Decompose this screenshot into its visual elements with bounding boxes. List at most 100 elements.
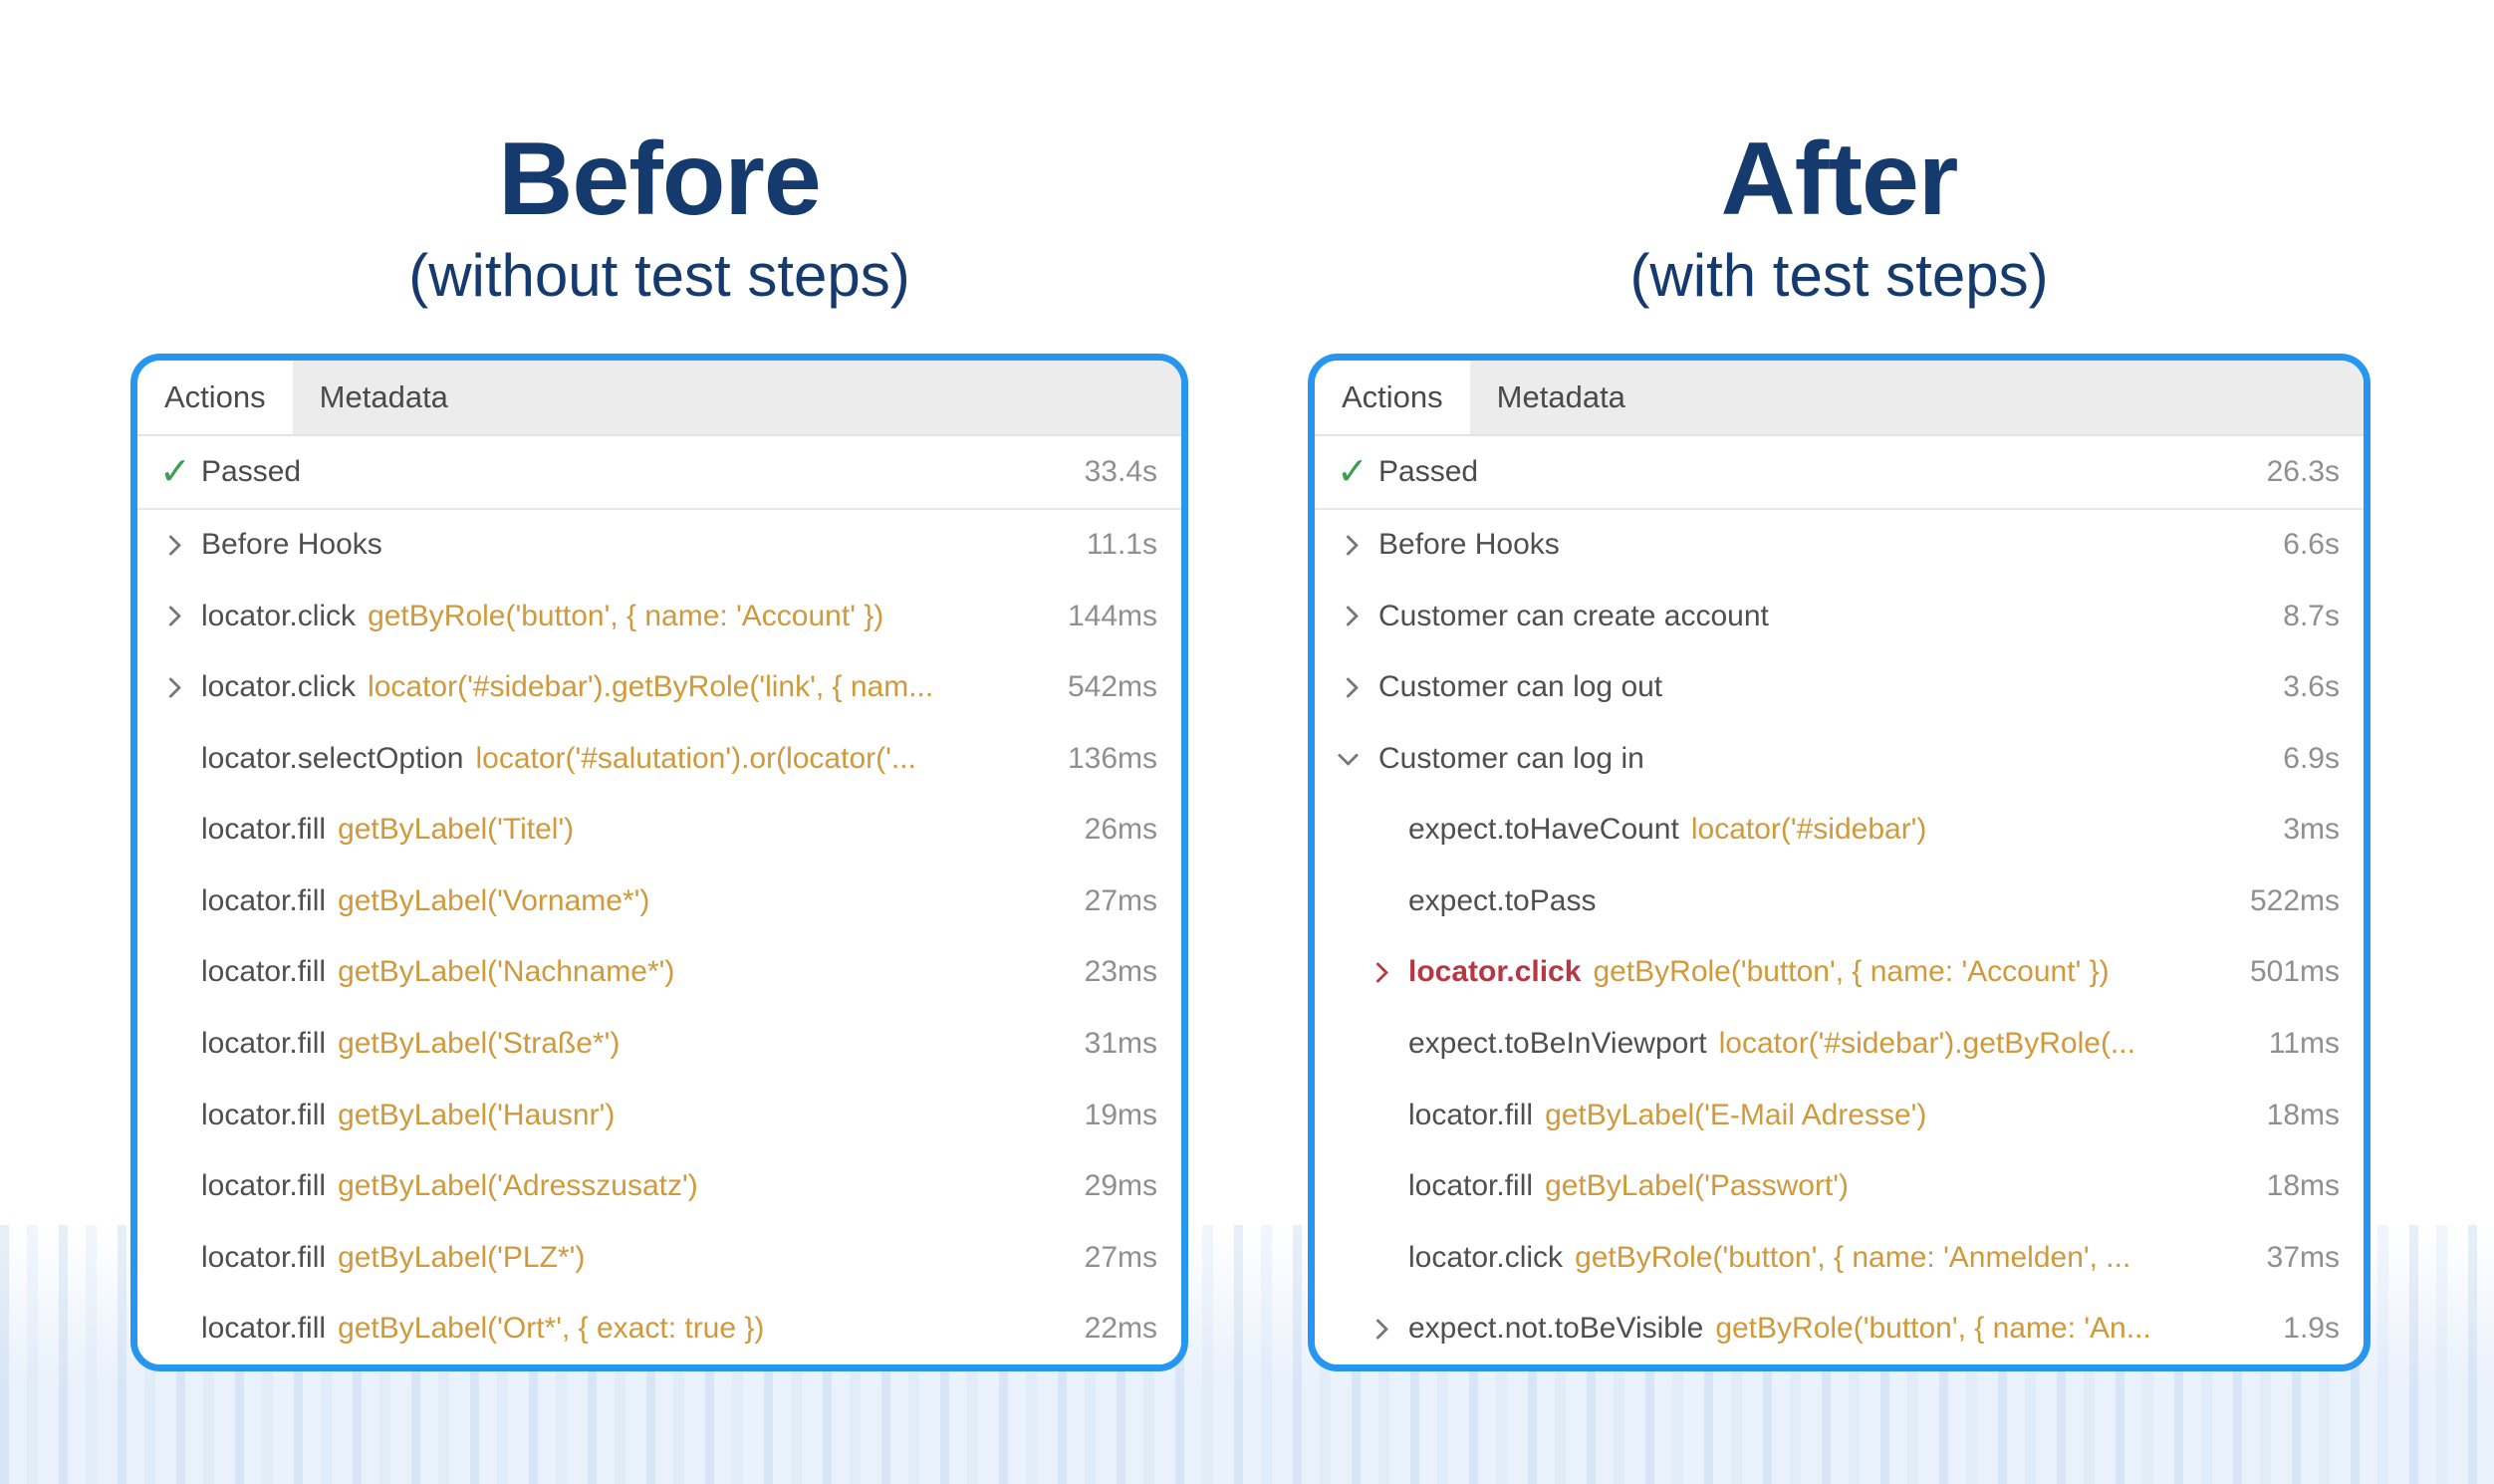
- action-name: locator.fill: [201, 1312, 327, 1346]
- before-heading: Before (without test steps): [130, 0, 1188, 354]
- after-heading: After (with test steps): [1308, 0, 2370, 354]
- action-selector: getByRole('button', { name: 'Account' }): [368, 599, 884, 632]
- action-row[interactable]: expect.not.toBeVisible getByRole('button…: [1315, 1293, 2364, 1364]
- action-row[interactable]: expect.toHaveCount locator('#sidebar') 3…: [1315, 794, 2364, 866]
- action-row[interactable]: locator.click getByRole('button', { name…: [137, 581, 1181, 652]
- status-label: Passed: [1378, 454, 1479, 488]
- after-subtitle: (with test steps): [1629, 242, 2049, 309]
- action-name: locator.click: [1408, 955, 1582, 989]
- action-time: 18ms: [2266, 1169, 2340, 1203]
- action-name: locator.click: [201, 599, 357, 632]
- action-row[interactable]: locator.fill getByLabel('Vorname*') 27ms: [137, 866, 1181, 937]
- action-row[interactable]: locator.click getByRole('button', { name…: [1315, 1221, 2364, 1294]
- action-row[interactable]: locator.fill getByLabel('Hausnr') 19ms: [137, 1079, 1181, 1151]
- action-selector: getByLabel('Passwort'): [1545, 1169, 1849, 1203]
- action-selector: getByLabel('Nachname*'): [338, 955, 675, 989]
- after-column: After (with test steps) Actions Metadata…: [1308, 0, 2370, 1371]
- action-row[interactable]: Before Hooks 6.6s: [1315, 509, 2364, 582]
- action-name: locator.click: [1408, 1240, 1564, 1274]
- action-name: locator.click: [201, 670, 357, 704]
- action-name: locator.fill: [201, 883, 327, 917]
- chevron-down-icon: [1337, 745, 1360, 767]
- action-name: locator.fill: [201, 1098, 327, 1131]
- action-name: locator.fill: [201, 955, 327, 989]
- chevron-right-icon: [1367, 961, 1389, 984]
- action-name: locator.fill: [201, 1169, 327, 1203]
- action-selector: getByLabel('Straße*'): [338, 1027, 621, 1061]
- tabbar: Actions Metadata: [1315, 361, 2364, 436]
- test-step-row[interactable]: Customer can create account 8.7s: [1315, 581, 2364, 652]
- action-name: locator.fill: [201, 813, 327, 847]
- action-time: 522ms: [2249, 883, 2340, 917]
- step-time: 6.9s: [2283, 741, 2340, 775]
- test-step-row-expanded[interactable]: Customer can log in 6.9s: [1315, 723, 2364, 795]
- action-time: 501ms: [2249, 955, 2340, 989]
- action-row[interactable]: Before Hooks 11.1s: [137, 509, 1181, 582]
- action-selector: getByRole('button', { name: 'Anmelden', …: [1575, 1240, 2131, 1274]
- chevron-right-icon: [159, 534, 182, 556]
- tab-metadata[interactable]: Metadata: [319, 379, 448, 414]
- action-time: 29ms: [1084, 1169, 1157, 1203]
- action-row[interactable]: locator.fill getByLabel('Straße*') 31ms: [137, 1008, 1181, 1080]
- action-row[interactable]: expect.toBeInViewport locator('#sidebar'…: [1315, 1008, 2364, 1080]
- action-row[interactable]: expect.toPass 522ms: [1315, 866, 2364, 937]
- chevron-right-icon: [1337, 534, 1360, 556]
- chevron-right-icon: [1337, 676, 1360, 698]
- after-title: After: [1720, 121, 1959, 237]
- step-name: Customer can log out: [1378, 670, 1663, 704]
- action-row-failed[interactable]: locator.click getByRole('button', { name…: [1315, 936, 2364, 1009]
- tab-actions[interactable]: Actions: [1315, 361, 1470, 434]
- action-time: 31ms: [1084, 1027, 1157, 1061]
- action-name: locator.fill: [201, 1027, 327, 1061]
- test-step-row[interactable]: Customer can log out 3.6s: [1315, 651, 2364, 724]
- before-column: Before (without test steps) Actions Meta…: [130, 0, 1188, 1371]
- trace-panel-before: Actions Metadata ✓ Passed 33.4s Before H…: [130, 354, 1188, 1371]
- action-selector: getByLabel('Adresszusatz'): [338, 1169, 698, 1203]
- action-name: locator.selectOption: [201, 741, 464, 775]
- action-time: 26ms: [1084, 813, 1157, 847]
- action-time: 1.9s: [2283, 1312, 2340, 1346]
- action-name: locator.fill: [201, 1240, 327, 1274]
- action-name: expect.toHaveCount: [1408, 813, 1679, 847]
- action-row[interactable]: locator.click locator('#sidebar').getByR…: [137, 651, 1181, 724]
- chevron-right-icon: [1367, 1318, 1389, 1340]
- action-selector: locator('#sidebar'): [1690, 813, 1927, 847]
- action-row[interactable]: locator.fill getByLabel('E-Mail Adresse'…: [1315, 1079, 2364, 1151]
- action-name: expect.toPass: [1408, 883, 1597, 917]
- action-selector: locator('#sidebar').getByRole('link', { …: [368, 670, 934, 704]
- status-row[interactable]: ✓ Passed 33.4s: [137, 436, 1181, 510]
- action-time: 11ms: [2268, 1027, 2340, 1061]
- action-time: 22ms: [1084, 1312, 1157, 1346]
- check-icon: ✓: [1337, 450, 1369, 493]
- action-time: 23ms: [1084, 955, 1157, 989]
- trace-panel-after: Actions Metadata ✓ Passed 26.3s Before H…: [1308, 354, 2370, 1371]
- status-time: 33.4s: [1084, 454, 1157, 488]
- action-selector: getByRole('button', { name: 'Account' }): [1593, 955, 2110, 989]
- chevron-right-icon: [159, 676, 182, 698]
- tab-actions[interactable]: Actions: [137, 361, 293, 434]
- action-list: ✓ Passed 33.4s Before Hooks 11.1s locato…: [137, 436, 1181, 1364]
- tab-metadata[interactable]: Metadata: [1496, 379, 1625, 414]
- action-time: 136ms: [1067, 741, 1157, 775]
- action-row[interactable]: locator.fill getByLabel('Ort*', { exact:…: [137, 1293, 1181, 1364]
- action-selector: getByLabel('Titel'): [338, 813, 575, 847]
- action-name: locator.fill: [1408, 1098, 1534, 1131]
- action-row[interactable]: locator.fill getByLabel('Nachname*') 23m…: [137, 936, 1181, 1009]
- action-row[interactable]: locator.fill getByLabel('Titel') 26ms: [137, 794, 1181, 866]
- status-time: 26.3s: [2266, 454, 2340, 488]
- action-time: 6.6s: [2283, 528, 2340, 562]
- action-name: Before Hooks: [1378, 528, 1560, 562]
- chevron-right-icon: [159, 606, 182, 627]
- action-time: 19ms: [1084, 1098, 1157, 1131]
- action-name: expect.not.toBeVisible: [1408, 1312, 1704, 1346]
- action-time: 144ms: [1067, 599, 1157, 632]
- action-row[interactable]: locator.fill getByLabel('Adresszusatz') …: [137, 1150, 1181, 1222]
- status-row[interactable]: ✓ Passed 26.3s: [1315, 436, 2364, 510]
- action-row[interactable]: locator.fill getByLabel('PLZ*') 27ms: [137, 1221, 1181, 1294]
- action-row[interactable]: locator.fill getByLabel('Passwort') 18ms: [1315, 1150, 2364, 1222]
- action-time: 3ms: [2283, 813, 2340, 847]
- action-time: 27ms: [1084, 883, 1157, 917]
- action-time: 542ms: [1067, 670, 1157, 704]
- chevron-right-icon: [1337, 606, 1360, 627]
- action-row[interactable]: locator.selectOption locator('#salutatio…: [137, 723, 1181, 795]
